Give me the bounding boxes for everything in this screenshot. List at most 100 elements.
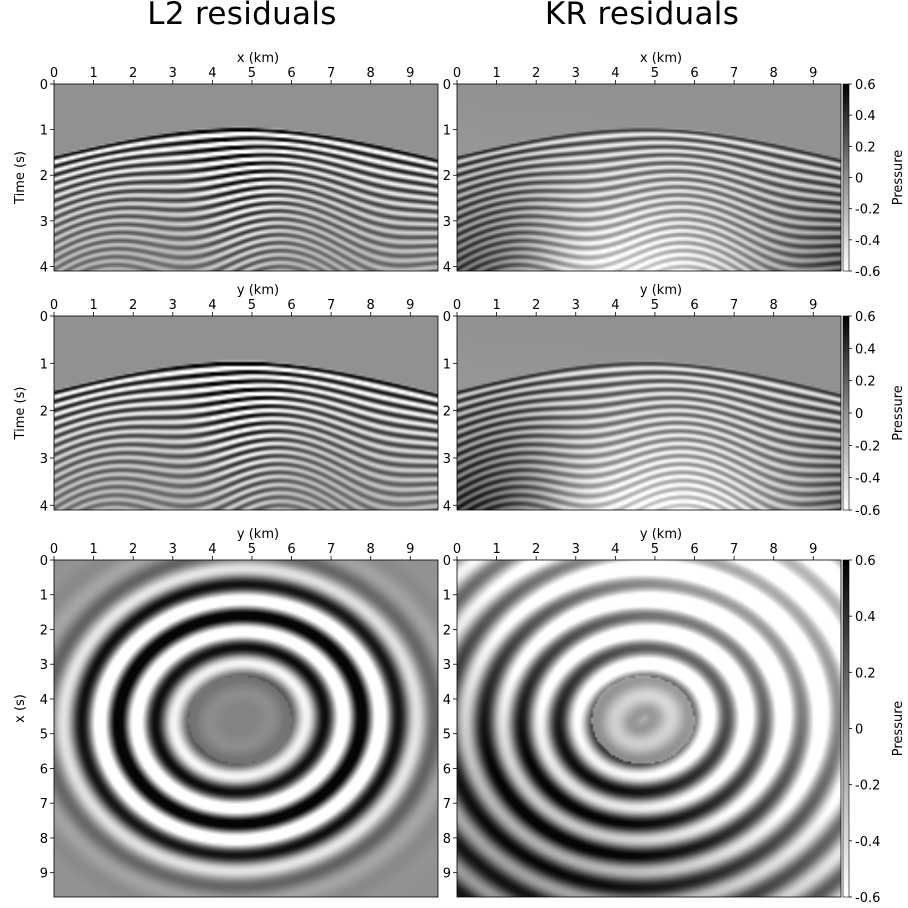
x-axis-label: y (km) [640,527,682,542]
x-tick-label: 1 [89,298,97,313]
colorbar-tick-label: -0.4 [855,835,880,850]
x-tick-label: 7 [327,298,335,313]
panel-frame [53,83,439,272]
x-tick-label: 8 [770,542,778,557]
y-tick-label: 6 [443,762,451,777]
panel-frame [53,315,439,511]
y-tick-label: 2 [443,623,451,638]
y-tick-label: 2 [443,169,451,184]
y-tick-label: 5 [40,728,48,743]
panel-frame [456,315,842,511]
y-tick-label: 6 [40,762,48,777]
x-tick-label: 9 [809,66,817,81]
x-tick-label: 9 [406,66,414,81]
y-tick-label: 0 [40,554,48,569]
x-tick-label: 4 [208,66,216,81]
x-tick-label: 7 [730,542,738,557]
y-tick-label: 4 [443,499,451,514]
x-tick-label: 7 [730,66,738,81]
x-tick-label: 5 [651,66,659,81]
x-tick-label: 6 [690,298,698,313]
y-tick-label: 8 [443,832,451,847]
x-tick-label: 2 [532,542,540,557]
y-tick-label: 3 [443,658,451,673]
x-tick-label: 1 [492,298,500,313]
colorbar-tick-label: 0.4 [855,342,876,357]
panel-row1-right: 0 1 2 3 4 5 6 7 8 9 x (km) 0 1 2 3 4 0.6 0.4 0.2 0 -0.2 -0.4 -… [443,51,906,280]
x-tick-label: 3 [572,542,580,557]
x-tick-label: 1 [89,542,97,557]
title-kr-residuals: KR residuals [544,0,740,32]
y-tick-label: 8 [40,832,48,847]
x-tick-label: 0 [50,298,58,313]
y-tick-label: 1 [443,357,451,372]
x-axis-label: y (km) [237,527,279,542]
panel-frame [53,559,439,898]
y-tick-label: 7 [40,797,48,812]
colorbar-tick-label: 0.2 [855,666,876,681]
colorbar-row2-right: 0.6 0.4 0.2 0 -0.2 -0.4 -0.6 Pressure [842,310,906,519]
x-tick-label: 5 [651,298,659,313]
colorbar-tick-label: -0.6 [855,265,880,280]
y-tick-label: 4 [443,260,451,275]
y-tick-label: 1 [443,589,451,604]
colorbar-label: Pressure [891,385,906,441]
y-tick-label: 1 [40,357,48,372]
x-tick-label: 3 [169,542,177,557]
x-tick-label: 3 [572,66,580,81]
colorbar-tick-label: -0.4 [855,472,880,487]
x-tick-label: 5 [248,542,256,557]
x-tick-label: 2 [129,542,137,557]
x-tick-label: 9 [406,542,414,557]
y-tick-label: 2 [40,169,48,184]
colorbar-tick-label: -0.4 [855,234,880,249]
x-tick-label: 4 [611,66,619,81]
x-tick-label: 8 [367,298,375,313]
x-tick-label: 0 [50,542,58,557]
panel-row3-left: 0 1 2 3 4 5 6 7 8 9 y (km) 0 1 2 3 4 5 6 7 8 9 x (s) [13,527,439,898]
x-tick-label: 3 [572,298,580,313]
colorbar-tick-label: 0 [855,407,863,422]
x-axis-label: y (km) [640,283,682,298]
colorbar-gradient [842,559,850,898]
heatmap-image-row3-right [457,560,841,897]
x-tick-label: 8 [367,542,375,557]
x-tick-label: 9 [809,298,817,313]
colorbar-tick-label: 0.4 [855,610,876,625]
heatmap-image-row1-right [457,84,841,271]
y-tick-label: 0 [443,554,451,569]
x-tick-label: 6 [287,542,295,557]
y-tick-label: 3 [443,452,451,467]
x-tick-label: 1 [492,542,500,557]
y-tick-label: 4 [40,693,48,708]
x-tick-label: 7 [730,298,738,313]
panel-frame [456,83,842,272]
y-tick-label: 2 [40,623,48,638]
y-tick-label: 2 [40,405,48,420]
x-tick-label: 6 [287,66,295,81]
x-tick-label: 4 [208,542,216,557]
y-axis-label: Time (s) [13,387,28,441]
y-tick-label: 9 [443,867,451,882]
colorbar-row1-right: 0.6 0.4 0.2 0 -0.2 -0.4 -0.6 Pressure [842,78,906,280]
x-tick-label: 4 [208,298,216,313]
x-tick-label: 2 [129,298,137,313]
panel-row1-left: 0 1 2 3 4 5 6 7 8 9 x (km) 0 1 2 3 4 Time (s) [13,51,439,275]
y-tick-label: 9 [40,867,48,882]
colorbar-tick-label: 0 [855,172,863,187]
x-tick-label: 1 [492,66,500,81]
panel-frame [456,559,842,898]
heatmap-image-row2-left [54,316,438,510]
panel-row2-right: 0 1 2 3 4 5 6 7 8 9 y (km) 0 1 2 3 4 0.6 0.4 0.2 0 -0.2 -0.4 -… [443,283,906,519]
heatmap-image-row3-left [54,560,438,897]
colorbar-tick-label: 0.2 [855,375,876,390]
x-tick-label: 8 [367,66,375,81]
x-tick-label: 0 [50,66,58,81]
y-axis-label: x (s) [13,694,28,723]
y-tick-label: 0 [443,310,451,325]
heatmap-image-row1-left [54,84,438,271]
x-tick-label: 5 [248,298,256,313]
colorbar-tick-label: -0.6 [855,891,880,906]
x-tick-label: 3 [169,66,177,81]
x-tick-label: 6 [690,66,698,81]
